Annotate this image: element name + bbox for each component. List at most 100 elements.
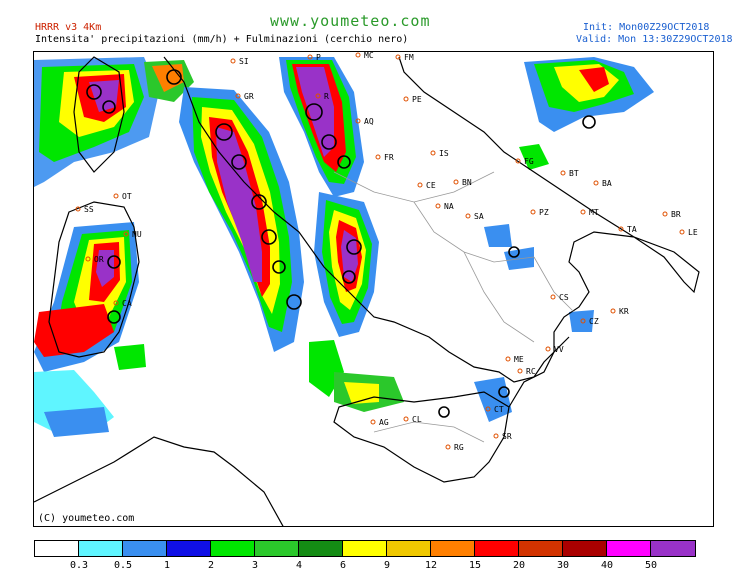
legend-swatch: #ffffff (35, 541, 79, 556)
city-dot (395, 54, 401, 60)
city-dot (618, 226, 624, 232)
city-label: PZ (539, 208, 549, 217)
city-label: BT (569, 169, 579, 178)
city-label: CT (494, 405, 504, 414)
city-label: FM (404, 53, 414, 62)
city-label: CZ (589, 317, 599, 326)
city-dot (515, 158, 521, 164)
legend-tick-label: 2 (207, 560, 215, 571)
legend-tick-label: 9 (383, 560, 391, 571)
legend-tick-label: 15 (468, 560, 482, 571)
city-dot (315, 93, 321, 99)
city-dot (505, 356, 511, 362)
legend-tick-label: 30 (556, 560, 570, 571)
city-label: NA (444, 202, 454, 211)
legend-swatch: #2bc82b (255, 541, 299, 556)
city-label: MC (364, 52, 374, 60)
city-label: BR (671, 210, 681, 219)
legend-swatch: #d23300 (519, 541, 563, 556)
city-label: AQ (364, 117, 374, 126)
legend-tick-label: 0.5 (113, 560, 133, 571)
city-dot (530, 209, 536, 215)
city-label: SS (84, 205, 94, 214)
legend-tick-label: 1 (163, 560, 171, 571)
legend-swatch: #00e600 (211, 541, 255, 556)
city-dot (123, 231, 129, 237)
city-label: LE (688, 228, 698, 237)
legend-swatch: #f0c800 (387, 541, 431, 556)
city-label: P (316, 53, 321, 62)
legend-tick-label: 50 (644, 560, 658, 571)
city-label: TA (627, 225, 637, 234)
map-subtitle: Intensita' precipitazioni (mm/h) + Fulmi… (35, 34, 409, 45)
city-label: RC (526, 367, 536, 376)
legend-swatch: #148c14 (299, 541, 343, 556)
city-label: R (324, 92, 329, 101)
legend-swatch: #1010e6 (167, 541, 211, 556)
copyright-notice: (C) youmeteo.com (38, 513, 135, 524)
model-title: HRRR v3 4Km (35, 22, 102, 33)
city-label: CA (122, 299, 132, 308)
city-label: BA (602, 179, 612, 188)
city-label: SA (474, 212, 484, 221)
legend-swatch: #ff00ff (607, 541, 651, 556)
city-label: CE (426, 181, 436, 190)
city-label: PE (412, 95, 422, 104)
city-dot (370, 419, 376, 425)
city-dot (113, 193, 119, 199)
city-dot (453, 179, 459, 185)
city-label: VV (554, 345, 564, 354)
city-label: BN (462, 178, 472, 187)
city-label: CL (412, 415, 422, 424)
city-label: FR (384, 153, 394, 162)
legend-tick-label: 3 (251, 560, 259, 571)
site-name[interactable]: www.youmeteo.com (270, 12, 431, 30)
city-label: AG (379, 418, 389, 427)
city-dot (593, 180, 599, 186)
city-label: MT (589, 208, 599, 217)
city-markers: SI GR MC FM PE AQ FR IS FG BT BA CE BN NA SA PZ MT TA BR LE… (75, 52, 698, 452)
city-dot (580, 318, 586, 324)
legend-swatch: #9932c8 (651, 541, 695, 556)
city-label: NU (132, 230, 142, 239)
city-dot (517, 368, 523, 374)
city-label: IS (439, 149, 449, 158)
legend-swatch: #3a8ff0 (123, 541, 167, 556)
precipitation-field (34, 57, 654, 437)
city-dot (417, 182, 423, 188)
city-dot (465, 213, 471, 219)
city-label: SR (502, 432, 512, 441)
city-dot (662, 211, 668, 217)
city-label: SI (239, 57, 249, 66)
city-dot (113, 300, 119, 306)
city-dot (545, 346, 551, 352)
city-dot (430, 150, 436, 156)
legend-swatch: #aa0000 (563, 541, 607, 556)
city-label: RG (454, 443, 464, 452)
lightning-markers (86, 69, 596, 418)
city-dot (403, 416, 409, 422)
legend-tick-label: 4 (295, 560, 303, 571)
city-dot (550, 294, 556, 300)
city-label: GR (244, 92, 254, 101)
map-canvas: SI GR MC FM PE AQ FR IS FG BT BA CE BN NA SA PZ MT TA BR LE… (34, 52, 713, 526)
city-dot (435, 203, 441, 209)
city-dot (85, 256, 91, 262)
legend-swatch: #ff0000 (475, 541, 519, 556)
city-dot (355, 52, 361, 58)
valid-time: Valid: Mon 13:30Z29OCT2018 (576, 34, 733, 45)
init-time: Init: Mon00Z29OCT2018 (583, 22, 710, 33)
coastlines (34, 56, 700, 526)
legend-swatch: #5ff5ff (79, 541, 123, 556)
city-dot (307, 54, 313, 60)
region-borders (333, 171, 575, 443)
city-dot (485, 406, 491, 412)
city-label: ME (514, 355, 524, 364)
city-dot (679, 229, 685, 235)
city-dot (375, 154, 381, 160)
legend-tick-label: 20 (512, 560, 526, 571)
legend-tick-label: 40 (600, 560, 614, 571)
city-dot (560, 170, 566, 176)
legend-tick-label: 12 (424, 560, 438, 571)
city-dot (493, 433, 499, 439)
